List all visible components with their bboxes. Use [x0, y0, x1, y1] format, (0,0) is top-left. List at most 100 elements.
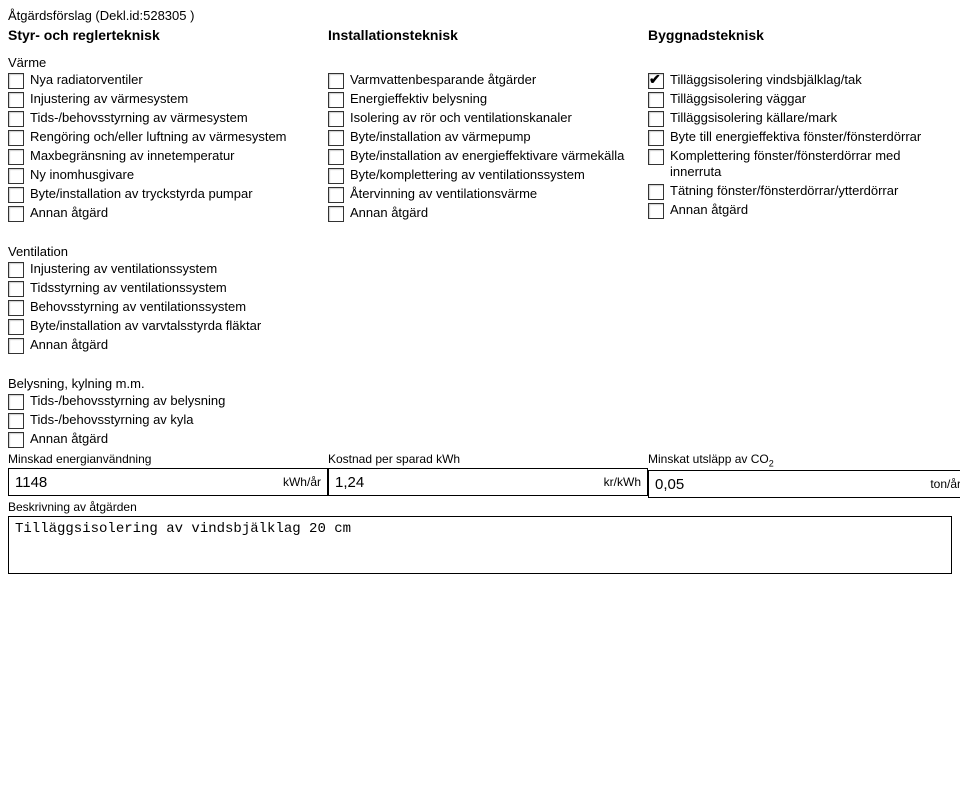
- checkbox[interactable]: [8, 281, 24, 297]
- checkbox-item: Behovsstyrning av ventilationssystem: [8, 299, 952, 316]
- checkbox[interactable]: [328, 111, 344, 127]
- checkbox-label: Byte/installation av varvtalsstyrda fläk…: [30, 318, 261, 334]
- checkbox[interactable]: [328, 187, 344, 203]
- field-co2-box: 0,05 ton/år: [648, 470, 960, 498]
- checkbox-label: Injustering av värmesystem: [30, 91, 188, 107]
- checkbox-item: Tids-/behovsstyrning av värmesystem: [8, 110, 328, 127]
- field-energy-unit: kWh/år: [283, 475, 321, 489]
- checkbox-item: Injustering av ventilationssystem: [8, 261, 952, 278]
- checkbox-label: Byte/installation av värmepump: [350, 129, 531, 145]
- checkbox-item: Tätning fönster/fönsterdörrar/ytterdörra…: [648, 183, 960, 200]
- checkbox[interactable]: [8, 394, 24, 410]
- checkbox-label: Byte/komplettering av ventilationssystem: [350, 167, 585, 183]
- checkbox-item: Maxbegränsning av innetemperatur: [8, 148, 328, 165]
- checkbox-item: Tidsstyrning av ventilationssystem: [8, 280, 952, 297]
- checkbox-item: Komplettering fönster/fönsterdörrar med …: [648, 148, 960, 181]
- checkbox[interactable]: [328, 168, 344, 184]
- checkbox-label: Tids-/behovsstyrning av kyla: [30, 412, 194, 428]
- checkbox-item: Varmvattenbesparande åtgärder: [328, 72, 648, 89]
- description-box: Tilläggsisolering av vindsbjälklag 20 cm: [8, 516, 952, 574]
- checkbox-label: Annan åtgärd: [350, 205, 428, 221]
- checkbox[interactable]: [648, 73, 664, 89]
- checkbox[interactable]: [8, 338, 24, 354]
- field-energy-box: 1148 kWh/år: [8, 468, 328, 496]
- checkbox[interactable]: [8, 168, 24, 184]
- checkbox[interactable]: [8, 111, 24, 127]
- checkbox-label: Tilläggsisolering väggar: [670, 91, 806, 107]
- checkbox-item: Byte/installation av energieffektivare v…: [328, 148, 648, 165]
- description-section: Beskrivning av åtgärden Tilläggsisolerin…: [8, 500, 952, 574]
- checkbox-label: Byte/installation av energieffektivare v…: [350, 148, 624, 164]
- checkbox[interactable]: [8, 319, 24, 335]
- checkbox[interactable]: [8, 413, 24, 429]
- checkbox-item: Nya radiatorventiler: [8, 72, 328, 89]
- field-cost: Kostnad per sparad kWh 1,24 kr/kWh: [328, 450, 648, 498]
- checkbox-item: Byte/installation av varvtalsstyrda fläk…: [8, 318, 952, 335]
- checkbox[interactable]: [8, 432, 24, 448]
- checkbox-label: Tilläggsisolering vindsbjälklag/tak: [670, 72, 862, 88]
- col1-head: Styr- och reglerteknisk: [8, 25, 328, 51]
- checkbox[interactable]: [648, 111, 664, 127]
- col2: Varmvattenbesparande åtgärder Energieffek…: [328, 51, 648, 224]
- checkbox-item: Tids-/behovsstyrning av belysning: [8, 393, 952, 410]
- checkbox-label: Ny inomhusgivare: [30, 167, 134, 183]
- field-energy-label: Minskad energianvändning: [8, 452, 328, 466]
- checkbox[interactable]: [328, 149, 344, 165]
- checkbox[interactable]: [8, 187, 24, 203]
- checkbox-label: Annan åtgärd: [670, 202, 748, 218]
- col3-spacer: [648, 55, 960, 70]
- checkbox[interactable]: [8, 73, 24, 89]
- field-energy-value: 1148: [15, 474, 47, 491]
- field-co2-label: Minskat utsläpp av CO2: [648, 452, 960, 468]
- checkbox[interactable]: [8, 149, 24, 165]
- checkbox[interactable]: [8, 262, 24, 278]
- col2-spacer: [328, 55, 648, 70]
- checkbox-label: Behovsstyrning av ventilationssystem: [30, 299, 246, 315]
- checkbox[interactable]: [8, 130, 24, 146]
- checkbox-label: Tidsstyrning av ventilationssystem: [30, 280, 227, 296]
- checkbox[interactable]: [8, 300, 24, 316]
- checkbox-item: Annan åtgärd: [328, 205, 648, 222]
- checkbox-item: Annan åtgärd: [648, 202, 960, 219]
- field-cost-label: Kostnad per sparad kWh: [328, 452, 648, 466]
- checkbox-item: Rengöring och/eller luftning av värmesys…: [8, 129, 328, 146]
- field-energy: Minskad energianvändning 1148 kWh/år: [8, 450, 328, 498]
- col1: Värme Nya radiatorventilerInjustering av…: [8, 51, 328, 224]
- col1-section3: Belysning, kylning m.m. Tids-/behovsstyr…: [8, 376, 952, 448]
- checkbox-item: Byte/installation av tryckstyrda pumpar: [8, 186, 328, 203]
- checkbox[interactable]: [648, 149, 664, 165]
- checkbox[interactable]: [648, 130, 664, 146]
- checkbox-item: Injustering av värmesystem: [8, 91, 328, 108]
- checkbox[interactable]: [648, 184, 664, 200]
- field-co2-value: 0,05: [655, 476, 684, 493]
- checkbox[interactable]: [328, 206, 344, 222]
- checkbox[interactable]: [328, 92, 344, 108]
- field-co2-label-sub: 2: [769, 458, 774, 468]
- checkbox-label: Isolering av rör och ventilationskanaler: [350, 110, 572, 126]
- field-co2: Minskat utsläpp av CO2 0,05 ton/år: [648, 450, 960, 498]
- description-label: Beskrivning av åtgärden: [8, 500, 952, 514]
- field-cost-value: 1,24: [335, 474, 364, 491]
- checkbox-item: Annan åtgärd: [8, 431, 952, 448]
- checkbox-item: Energieffektiv belysning: [328, 91, 648, 108]
- main-columns: Värme Nya radiatorventilerInjustering av…: [8, 51, 952, 224]
- checkbox-label: Maxbegränsning av innetemperatur: [30, 148, 235, 164]
- checkbox[interactable]: [648, 92, 664, 108]
- col1-section3-label: Belysning, kylning m.m.: [8, 376, 952, 391]
- checkbox-item: Annan åtgärd: [8, 205, 328, 222]
- col2-head: Installationsteknisk: [328, 25, 648, 51]
- checkbox[interactable]: [328, 130, 344, 146]
- checkbox[interactable]: [8, 206, 24, 222]
- col3: Tilläggsisolering vindsbjälklag/tak Tillä…: [648, 51, 960, 224]
- checkbox-item: Annan åtgärd: [8, 337, 952, 354]
- checkbox-label: Tätning fönster/fönsterdörrar/ytterdörra…: [670, 183, 898, 199]
- page-title: Åtgärdsförslag (Dekl.id:528305 ): [8, 8, 952, 23]
- checkbox[interactable]: [648, 203, 664, 219]
- checkbox-item: Tids-/behovsstyrning av kyla: [8, 412, 952, 429]
- checkbox-label: Injustering av ventilationssystem: [30, 261, 217, 277]
- checkbox[interactable]: [328, 73, 344, 89]
- field-co2-label-pre: Minskat utsläpp av CO: [648, 452, 769, 466]
- field-cost-box: 1,24 kr/kWh: [328, 468, 648, 496]
- checkbox-label: Återvinning av ventilationsvärme: [350, 186, 537, 202]
- checkbox[interactable]: [8, 92, 24, 108]
